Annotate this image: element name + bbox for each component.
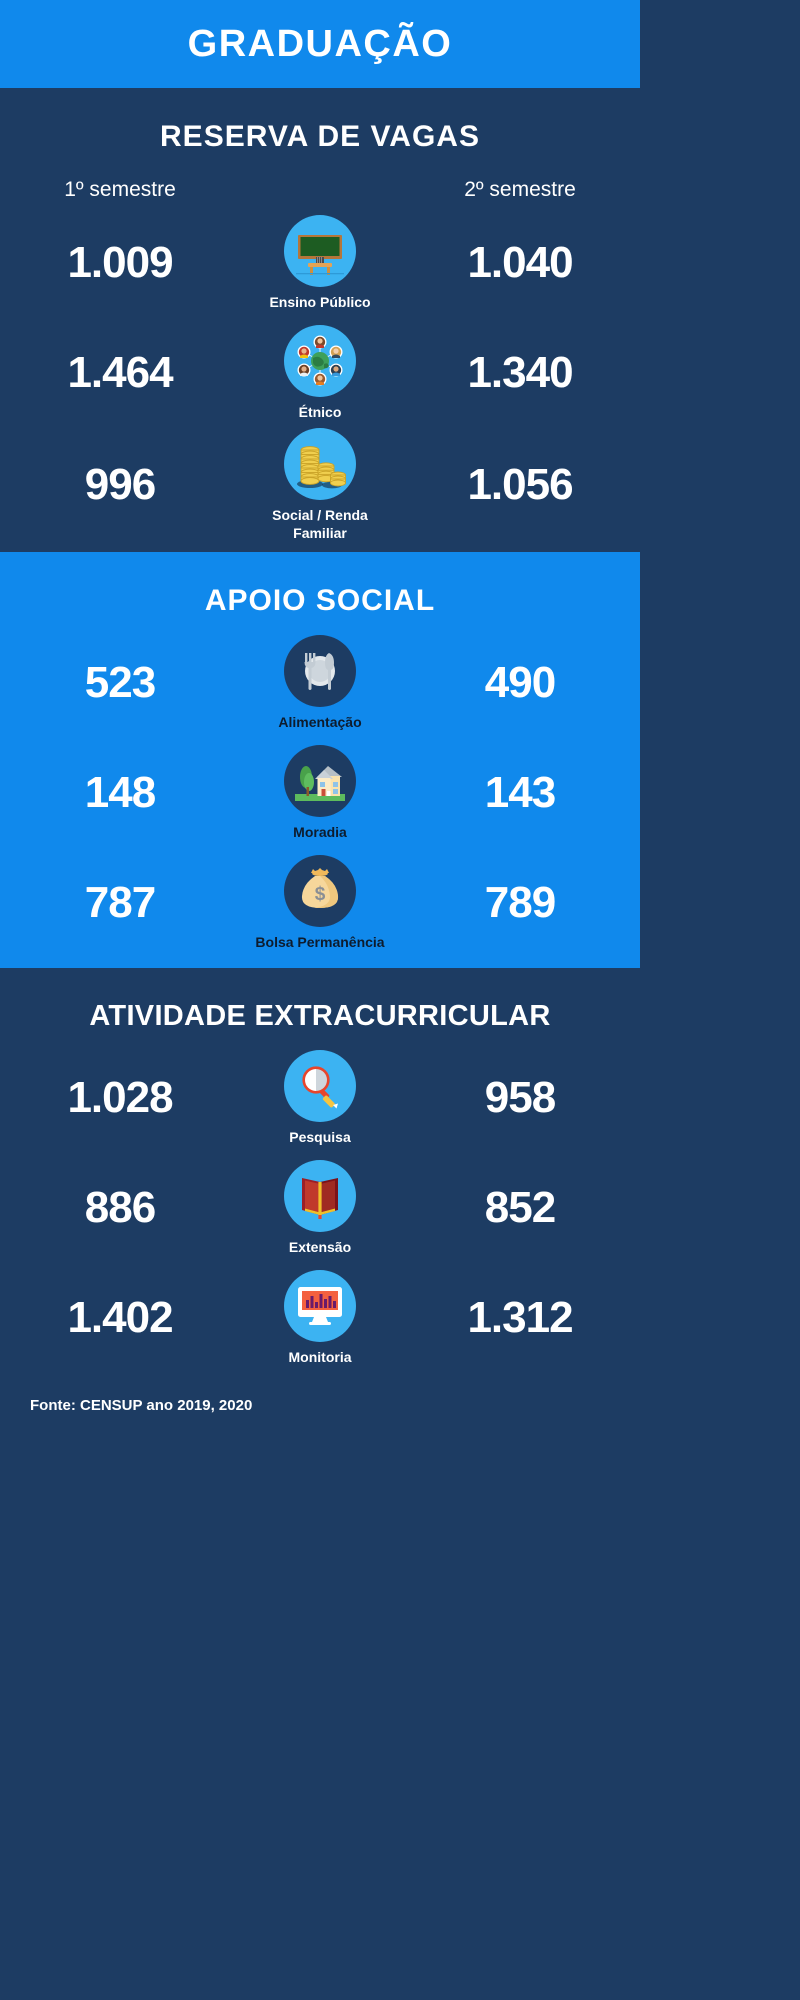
open-book-icon <box>284 1159 356 1232</box>
blackboard-icon <box>284 214 356 287</box>
value-first-semester: 1.402 <box>67 1293 173 1342</box>
category-cell: Moradia <box>240 744 400 842</box>
category-cell: Étnico <box>240 324 400 422</box>
value-second-semester: 958 <box>484 1073 556 1122</box>
value-first-semester: 1.009 <box>67 238 173 287</box>
value-second-semester: 143 <box>484 768 556 817</box>
data-row: 523 Alimentação 490 <box>0 628 640 738</box>
category-label: Pesquisa <box>289 1128 351 1145</box>
section-2: APOIO SOCIAL 523 Alimentação 490 148 <box>0 552 640 968</box>
category-cell: $ Bolsa Permanência <box>240 854 400 952</box>
category-cell: Ensino Público <box>240 214 400 312</box>
value-second-semester: 1.040 <box>467 238 573 287</box>
page-banner: GRADUAÇÃO <box>0 0 640 88</box>
data-row: 1.009 Ensino Público 1.040 <box>0 208 640 318</box>
data-rows: 1.028 Pesquisa 958 886 Extensão 852 1.402 <box>0 1039 640 1373</box>
category-label: Extensão <box>288 1238 352 1255</box>
section-title: ATIVIDADE EXTRACURRICULAR <box>89 1000 551 1032</box>
category-label: Monitoria <box>288 1348 352 1365</box>
coins-icon <box>284 428 356 500</box>
category-cell: Pesquisa <box>240 1049 400 1147</box>
category-label: Moradia <box>293 823 347 840</box>
value-first-semester: 148 <box>84 768 156 817</box>
category-cell: Social / Renda Familiar <box>240 428 400 542</box>
category-label: Ensino Público <box>269 293 371 310</box>
value-first-semester: 886 <box>84 1183 156 1232</box>
source-text: Fonte: CENSUP ano 2019, 2020 <box>30 1397 253 1414</box>
page-title: GRADUAÇÃO <box>187 22 453 65</box>
category-label: Alimentação <box>278 713 362 730</box>
value-second-semester: 1.340 <box>467 348 573 397</box>
value-second-semester: 789 <box>484 878 556 927</box>
value-second-semester: 852 <box>484 1183 556 1232</box>
category-label: Bolsa Permanência <box>255 933 385 950</box>
infographic-page: GRADUAÇÃO RESERVA DE VAGAS 1º semestre 2º … <box>0 0 640 1433</box>
semester-header-row: 1º semestre 2º semestre <box>0 160 640 204</box>
section-3: ATIVIDADE EXTRACURRICULAR 1.028 Pesquisa 9… <box>0 968 640 1383</box>
semester-label-right: 2º semestre <box>464 178 576 201</box>
svg-text:$: $ <box>315 884 326 905</box>
value-first-semester: 1.028 <box>67 1073 173 1122</box>
category-cell: Extensão <box>240 1159 400 1257</box>
data-row: 1.028 Pesquisa 958 <box>0 1043 640 1153</box>
value-second-semester: 1.056 <box>467 460 573 509</box>
money-bag-icon: $ <box>284 854 356 927</box>
value-second-semester: 490 <box>484 658 556 707</box>
plate-cutlery-icon <box>284 634 356 707</box>
value-first-semester: 1.464 <box>67 348 173 397</box>
data-row: 1.402 Monitoria 1.312 <box>0 1263 640 1373</box>
value-second-semester: 1.312 <box>467 1293 573 1342</box>
magnifier-icon <box>284 1049 356 1122</box>
section-1: RESERVA DE VAGAS 1º semestre 2º semestre 1.… <box>0 88 640 552</box>
category-label: Étnico <box>298 403 342 420</box>
people-globe-icon <box>284 324 356 397</box>
data-rows: 523 Alimentação 490 148 <box>0 624 640 958</box>
data-row: 1.464 Étnico <box>0 318 640 428</box>
data-row: 886 Extensão 852 <box>0 1153 640 1263</box>
category-label: Social / Renda Familiar <box>272 507 368 541</box>
value-first-semester: 787 <box>84 878 156 927</box>
value-first-semester: 523 <box>84 658 156 707</box>
sections-container: RESERVA DE VAGAS 1º semestre 2º semestre 1.… <box>0 88 640 1383</box>
monitor-chart-icon <box>284 1269 356 1342</box>
category-cell: Alimentação <box>240 634 400 732</box>
data-row: 996 Social / Re <box>0 428 640 542</box>
value-first-semester: 996 <box>84 460 156 509</box>
source-footer: Fonte: CENSUP ano 2019, 2020 <box>0 1383 640 1433</box>
data-row: 787 $ Bolsa Permanência 789 <box>0 848 640 958</box>
semester-label-left: 1º semestre <box>64 178 176 201</box>
data-row: 148 Moradia 143 <box>0 738 640 848</box>
category-cell: Monitoria <box>240 1269 400 1367</box>
data-rows: 1.009 Ensino Público 1.040 1.464 <box>0 204 640 542</box>
section-title: APOIO SOCIAL <box>204 584 436 617</box>
house-icon <box>284 744 356 817</box>
section-title: RESERVA DE VAGAS <box>160 120 480 153</box>
